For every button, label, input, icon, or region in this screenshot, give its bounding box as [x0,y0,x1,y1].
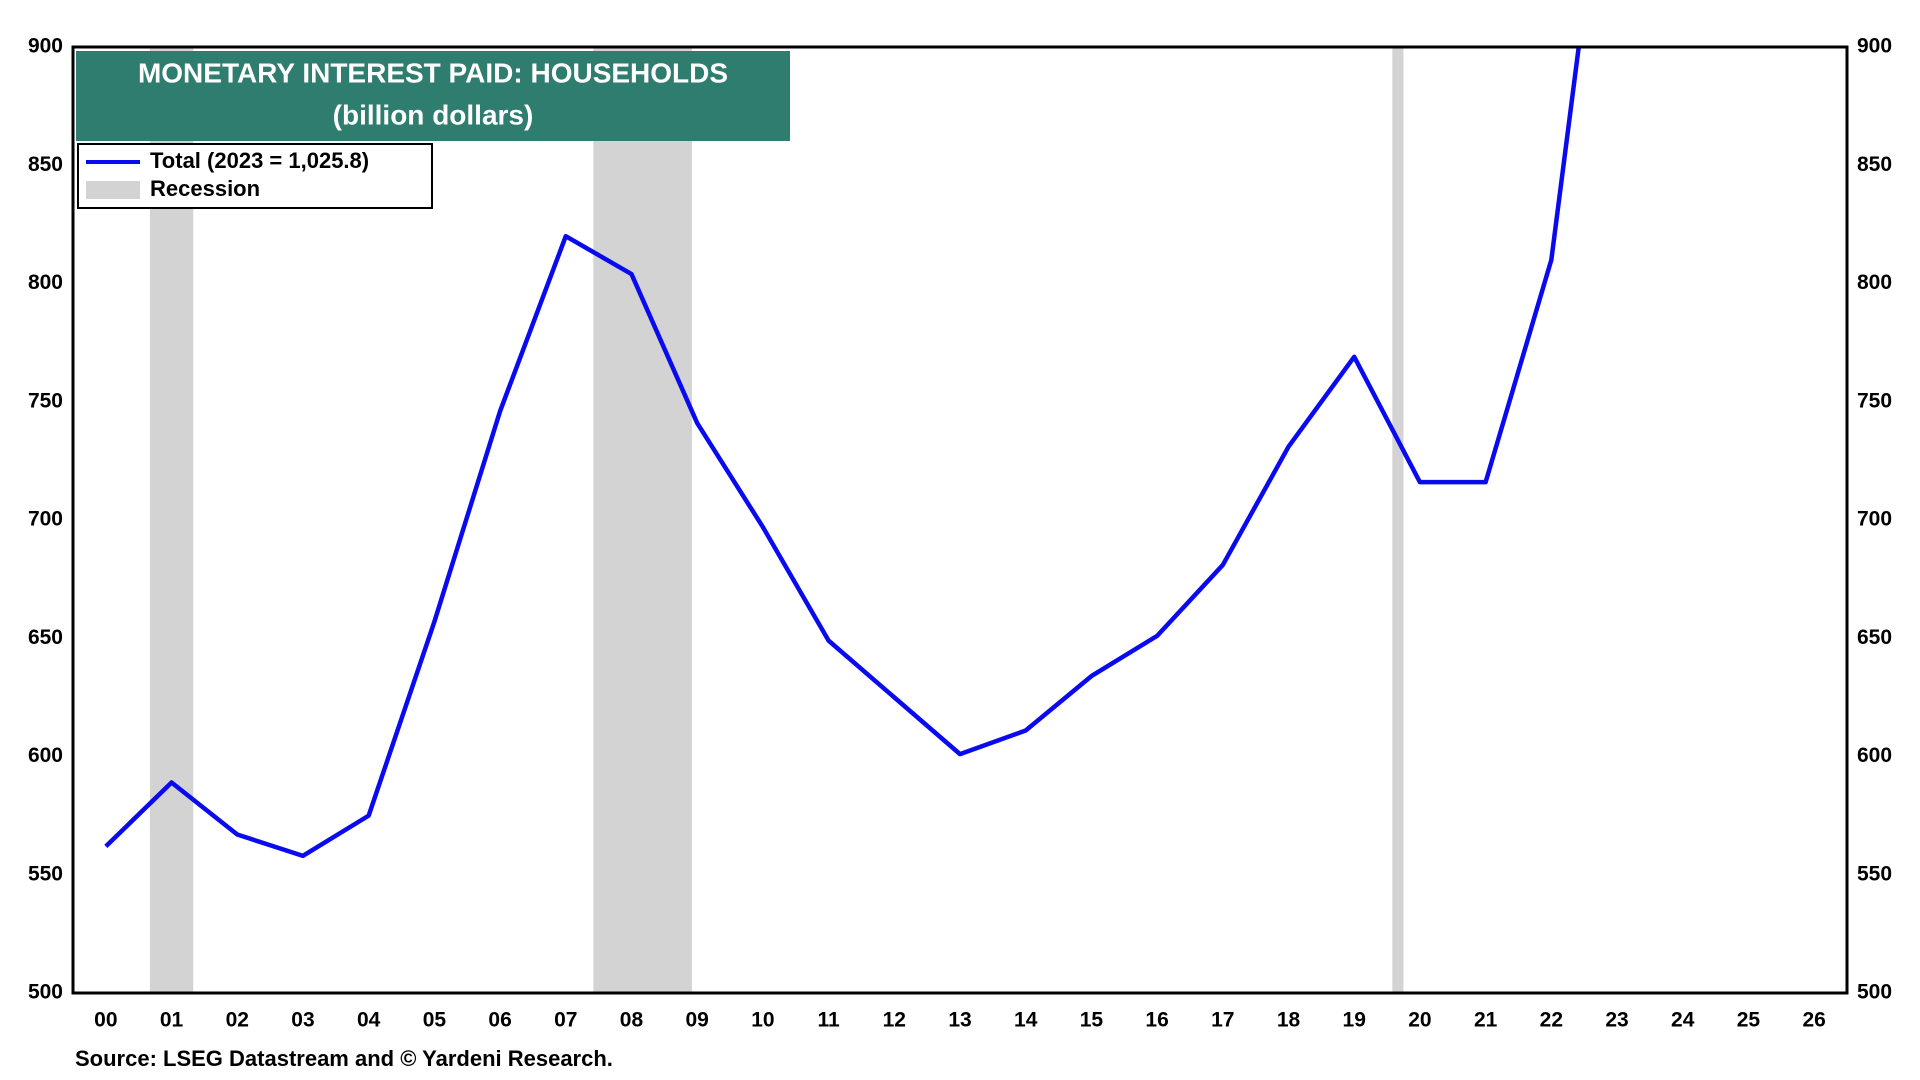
x-tick-label: 10 [751,1009,774,1032]
y2-tick-label: 500 [1857,981,1892,1004]
x-tick-label: 02 [226,1009,249,1032]
legend-label: Total (2023 = 1,025.8) [150,148,369,173]
y-tick-label: 800 [28,271,63,294]
y2-tick-label: 850 [1857,153,1892,176]
y-tick-label: 550 [28,862,63,885]
y2-tick-label: 650 [1857,626,1892,649]
y-tick-label: 650 [28,626,63,649]
x-tick-label: 16 [1145,1009,1168,1032]
y2-tick-label: 550 [1857,862,1892,885]
recession-band [593,47,692,993]
x-tick-label: 18 [1277,1009,1301,1032]
source-note: Source: LSEG Datastream and © Yardeni Re… [75,1046,613,1071]
x-tick-label: 00 [94,1009,117,1032]
legend-swatch [86,181,140,199]
x-tick-label: 03 [291,1009,314,1032]
x-tick-label: 21 [1474,1009,1498,1032]
y-tick-label: 500 [28,981,63,1004]
x-tick-label: 25 [1737,1009,1761,1032]
y-tick-label: 600 [28,744,63,767]
legend-label: Recession [150,176,260,201]
y2-tick-label: 700 [1857,508,1892,531]
x-tick-label: 07 [554,1009,577,1032]
x-tick-label: 01 [160,1009,184,1032]
y-tick-label: 900 [28,35,63,58]
plot-frame [71,45,1849,995]
y-tick-label: 750 [28,389,63,412]
y2-tick-label: 900 [1857,35,1892,58]
x-tick-label: 12 [883,1009,906,1032]
y2-tick-label: 600 [1857,744,1892,767]
x-tick-label: 19 [1343,1009,1366,1032]
x-tick-label: 26 [1802,1009,1825,1032]
title-box [76,51,790,141]
y-tick-label: 700 [28,508,63,531]
y2-tick-label: 750 [1857,389,1892,412]
x-tick-label: 08 [620,1009,644,1032]
x-tick-label: 13 [948,1009,971,1032]
y-tick-label: 850 [28,153,63,176]
x-tick-label: 04 [357,1009,381,1032]
chart-title: MONETARY INTEREST PAID: HOUSEHOLDS [138,57,728,88]
y2-tick-label: 800 [1857,271,1892,294]
x-tick-label: 23 [1605,1009,1628,1032]
x-tick-label: 06 [488,1009,511,1032]
x-tick-label: 11 [817,1009,840,1032]
x-tick-label: 17 [1211,1009,1234,1032]
x-tick-label: 14 [1014,1009,1038,1032]
chart-subtitle: (billion dollars) [333,99,534,130]
x-tick-label: 20 [1408,1009,1431,1032]
x-tick-label: 15 [1080,1009,1104,1032]
x-tick-label: 22 [1540,1009,1563,1032]
x-tick-label: 05 [423,1009,447,1032]
recession-band [1392,47,1404,993]
x-tick-label: 24 [1671,1009,1695,1032]
line-series [104,47,1582,859]
x-tick-label: 09 [686,1009,709,1032]
